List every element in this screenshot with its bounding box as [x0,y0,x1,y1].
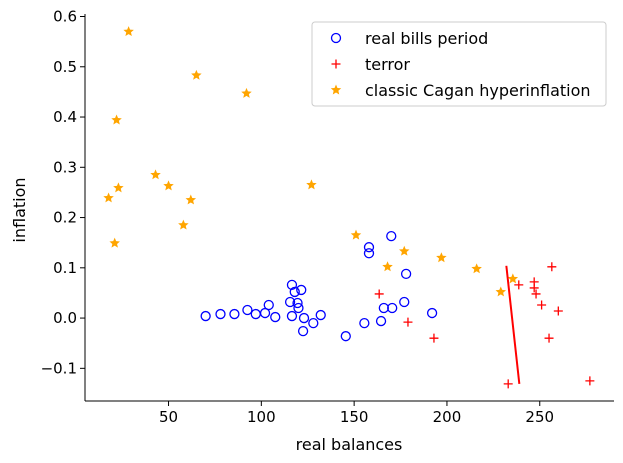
data-point-cagan [111,114,122,125]
data-point-terror [514,280,524,290]
data-point-real-bills [200,310,211,322]
data-point-real-bills [292,297,303,309]
data-point-real-bills [250,308,261,320]
plot-marks [103,26,595,389]
data-point-real-bills [293,302,304,314]
data-point-real-bills [378,302,389,314]
data-point-terror [585,376,595,386]
legend-box [311,21,607,107]
data-point-real-bills [296,284,307,296]
data-point-cagan [507,273,519,284]
data-point-real-bills [400,268,412,279]
data-point-real-bills [284,296,296,308]
data-point-cagan [306,179,317,190]
y-tick-label: 0.0 [53,309,77,327]
x-ticks: 50 100 150 200 250 [159,401,554,426]
data-point-terror [429,333,439,343]
data-point-real-bills [215,308,226,320]
y-tick-label: 0.6 [53,8,77,26]
y-tick-label: 0.4 [53,108,77,126]
data-point-terror [403,317,413,327]
data-point-terror [374,289,384,299]
data-point-real-bills [286,310,298,322]
data-point-real-bills [340,331,351,342]
data-point-cagan [471,263,482,274]
data-point-real-bills [399,296,410,308]
data-point-cagan [109,237,120,248]
data-point-real-bills [387,302,398,314]
data-point-cagan [123,26,134,37]
data-point-terror [503,379,513,389]
data-point-real-bills [229,308,240,320]
y-tick-label: 0.5 [53,58,77,76]
data-point-real-bills [426,307,438,319]
legend-label-terror: terror [365,55,410,74]
data-point-real-bills [242,304,253,316]
data-point-cagan [350,229,362,240]
y-tick-label: −0.1 [41,359,77,377]
x-tick-label: 200 [433,408,462,426]
data-point-real-bills [270,311,281,323]
legend-marker-real-bills [330,32,342,44]
data-point-cagan [103,192,114,203]
data-point-cagan [178,219,189,230]
regression-line [505,265,521,385]
data-point-terror [529,283,539,293]
data-point-real-bills [363,248,375,259]
legend-marker-cagan [330,84,342,95]
data-point-cagan [495,286,507,297]
data-point-terror [547,262,557,272]
data-point-real-bills [308,317,319,329]
legend: real bills period terror classic Cagan h… [311,21,607,107]
x-tick-label: 50 [159,408,178,426]
x-tick-label: 150 [340,408,369,426]
y-ticks: −0.1 0.0 0.1 0.2 0.3 0.4 0.5 0.6 [41,8,85,377]
data-point-cagan [150,169,161,180]
data-point-terror [531,289,541,299]
x-tick-label: 100 [247,408,276,426]
x-tick-label: 250 [525,408,554,426]
data-point-terror [553,306,563,316]
data-point-real-bills [386,230,397,242]
data-point-cagan [185,194,197,205]
data-point-real-bills [286,279,298,291]
data-point-real-bills [359,317,370,329]
data-point-cagan [399,245,410,256]
data-point-real-bills [289,286,300,298]
data-point-terror [537,300,547,310]
legend-marker-terror [331,59,341,69]
data-point-real-bills [375,315,387,327]
data-point-cagan [436,252,447,263]
legend-label-real-bills: real bills period [365,29,488,48]
data-point-real-bills [297,325,309,337]
data-point-cagan [113,182,124,193]
data-point-cagan [241,87,252,98]
data-point-terror [544,333,554,343]
data-point-real-bills [363,242,375,253]
y-axis-label: inflation [10,177,29,242]
data-point-real-bills [298,312,310,324]
legend-label-cagan: classic Cagan hyperinflation [365,81,591,100]
y-tick-label: 0.2 [53,209,77,227]
data-point-real-bills [263,299,274,311]
data-point-cagan [382,261,393,272]
data-point-real-bills [315,309,326,321]
data-point-cagan [163,180,174,191]
y-tick-label: 0.1 [53,259,77,277]
data-point-cagan [191,69,202,80]
y-tick-label: 0.3 [53,158,77,176]
x-axis-label: real balances [296,435,403,454]
